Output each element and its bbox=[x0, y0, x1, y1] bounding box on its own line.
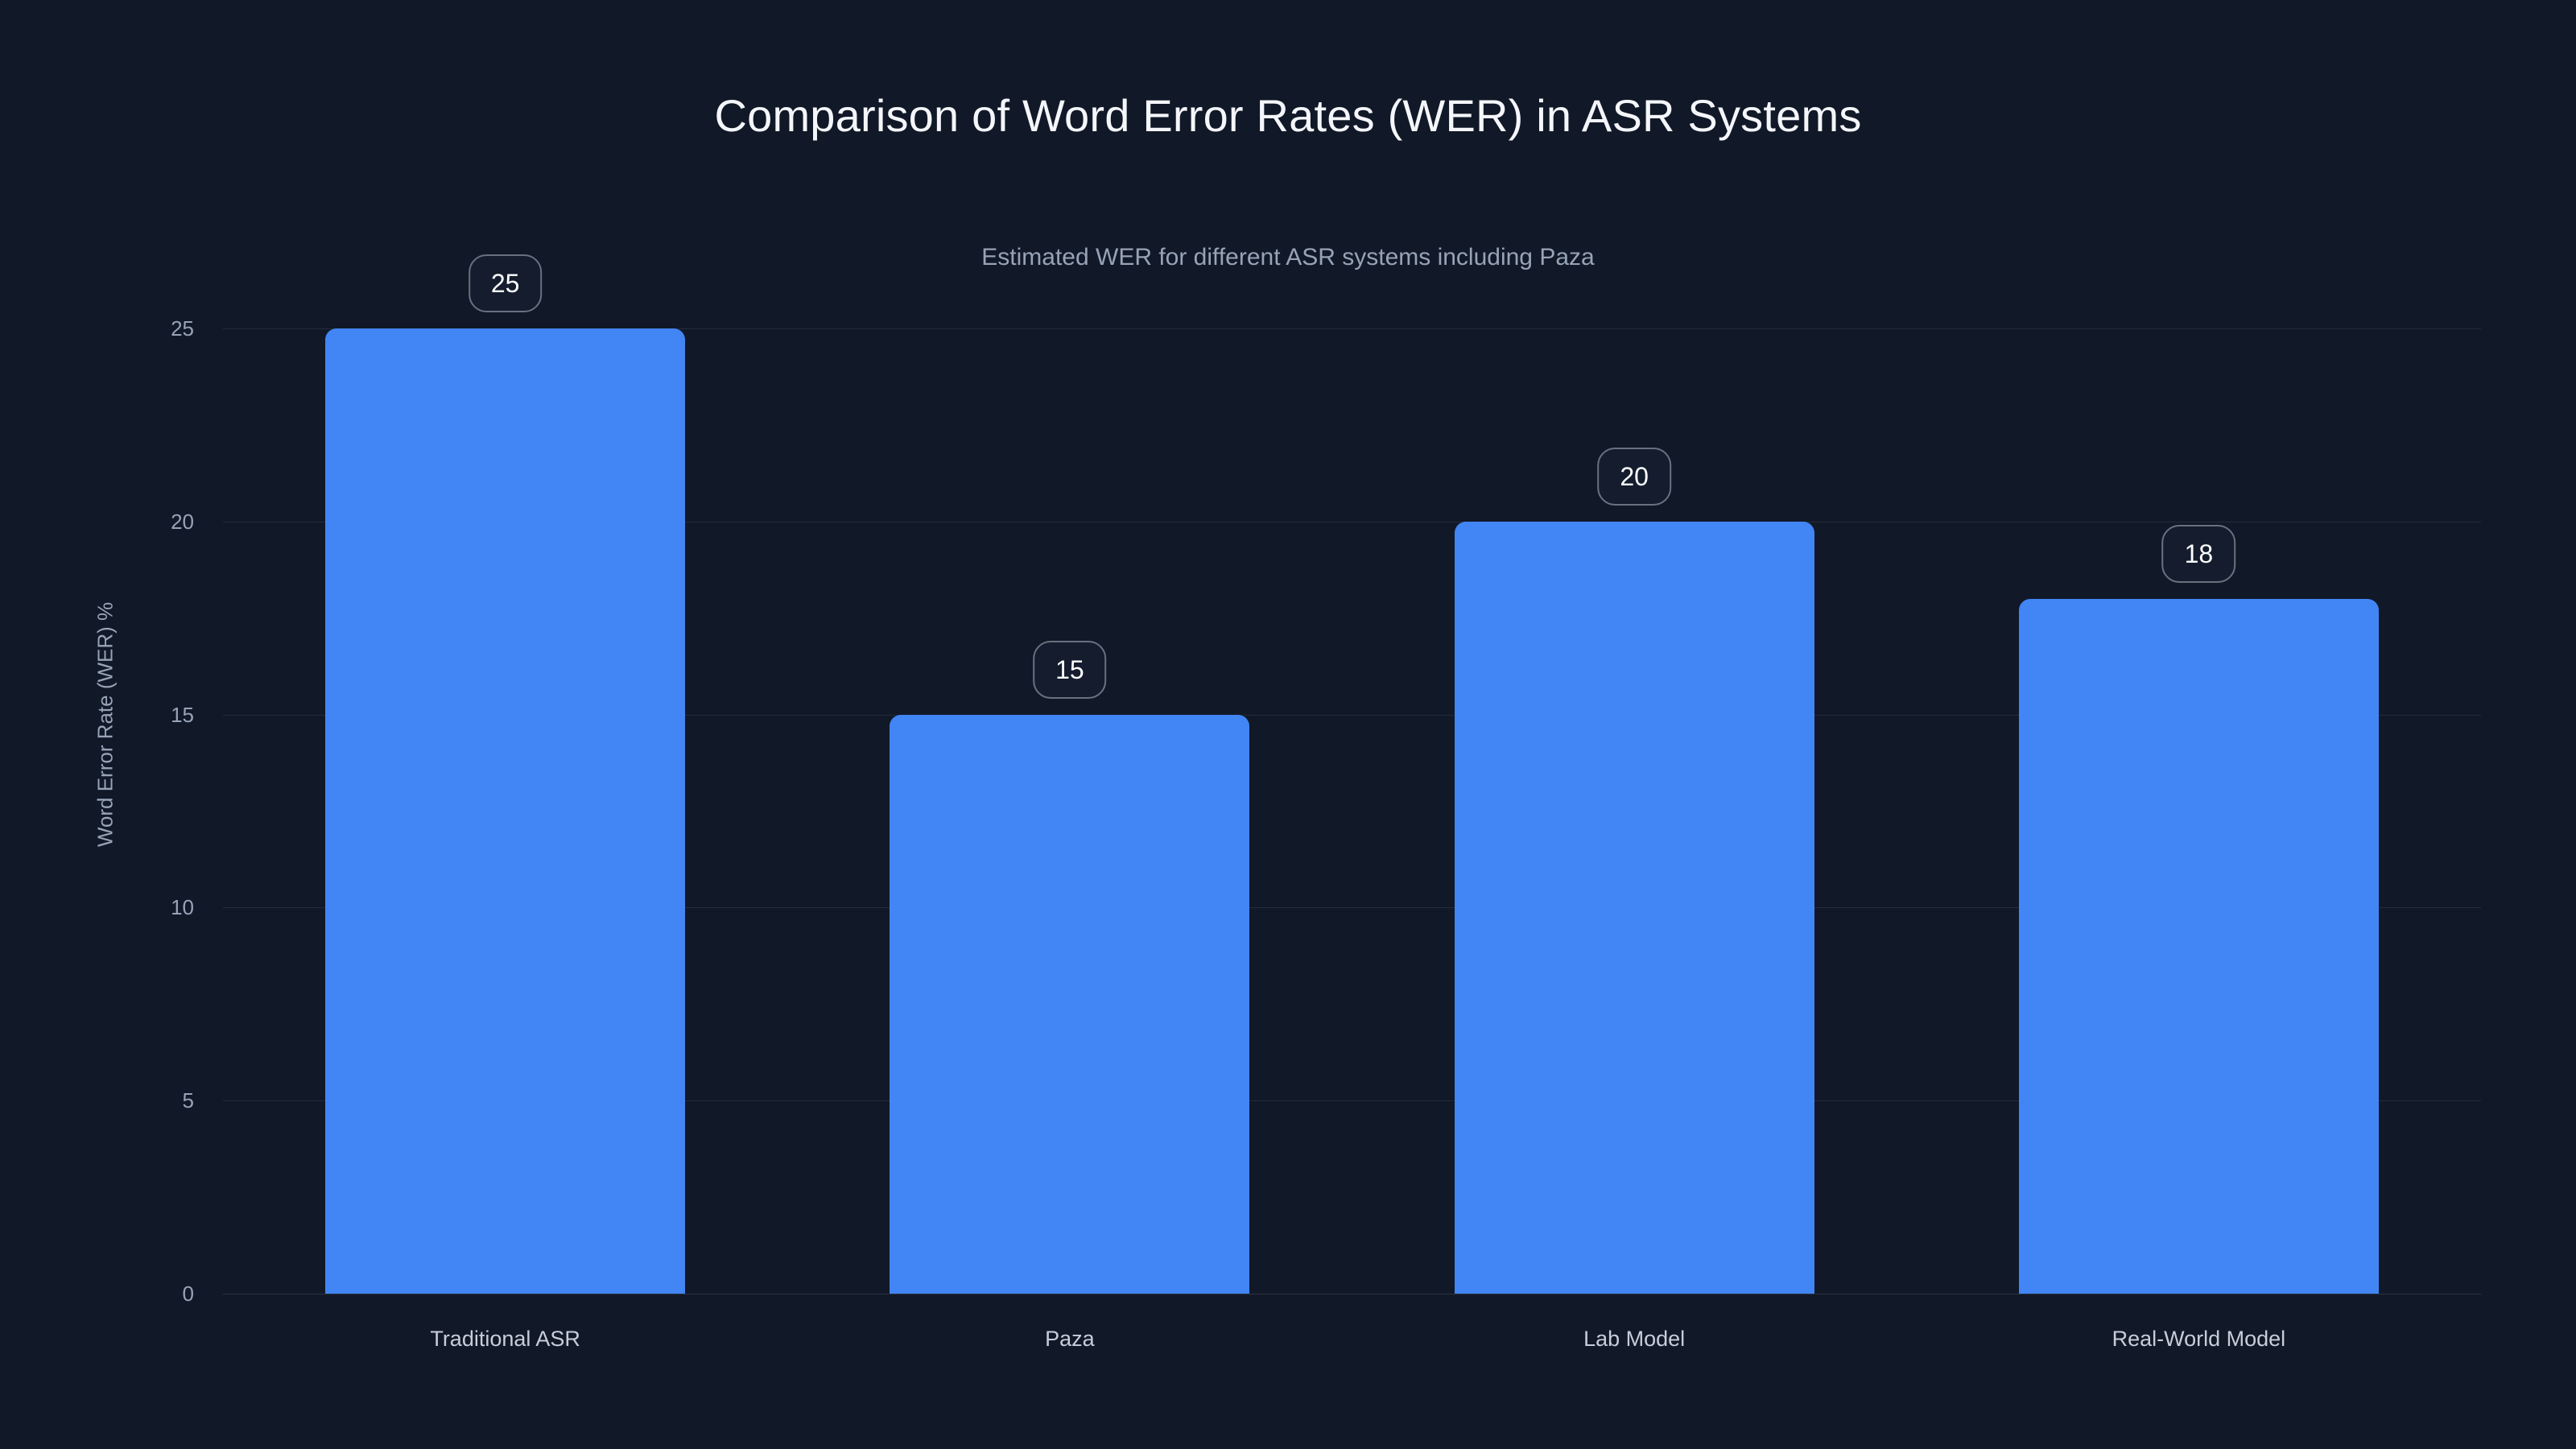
y-axis-tick-label: 20 bbox=[171, 509, 194, 534]
gridline bbox=[223, 1100, 2481, 1102]
bar-value-label: 15 bbox=[1033, 640, 1107, 699]
x-axis-tick-label: Real-World Model bbox=[2112, 1327, 2286, 1351]
chart-title: Comparison of Word Error Rates (WER) in … bbox=[714, 90, 1862, 141]
x-axis-tick-label: Traditional ASR bbox=[430, 1327, 580, 1351]
bar-value-label: 25 bbox=[468, 254, 543, 312]
plot-area bbox=[223, 328, 2481, 1294]
y-axis-tick-label: 5 bbox=[182, 1088, 194, 1113]
gridline bbox=[223, 714, 2481, 716]
gridline bbox=[223, 328, 2481, 329]
y-axis-tick-label: 15 bbox=[171, 702, 194, 727]
chart-subtitle: Estimated WER for different ASR systems … bbox=[981, 244, 1595, 270]
bar-value-label: 18 bbox=[2161, 524, 2236, 583]
x-axis-tick-label: Lab Model bbox=[1583, 1327, 1686, 1351]
gridline bbox=[223, 907, 2481, 909]
bar[interactable] bbox=[1454, 521, 1814, 1294]
y-axis-tick-label: 10 bbox=[171, 895, 194, 920]
bar[interactable] bbox=[2018, 598, 2379, 1294]
bar[interactable] bbox=[890, 714, 1250, 1294]
bar-value-label: 20 bbox=[1597, 447, 1671, 506]
y-axis-tick-label: 25 bbox=[171, 316, 194, 341]
x-axis-tick-label: Paza bbox=[1045, 1327, 1095, 1351]
y-axis-tick-label: 0 bbox=[182, 1282, 194, 1306]
bar[interactable] bbox=[325, 328, 686, 1294]
